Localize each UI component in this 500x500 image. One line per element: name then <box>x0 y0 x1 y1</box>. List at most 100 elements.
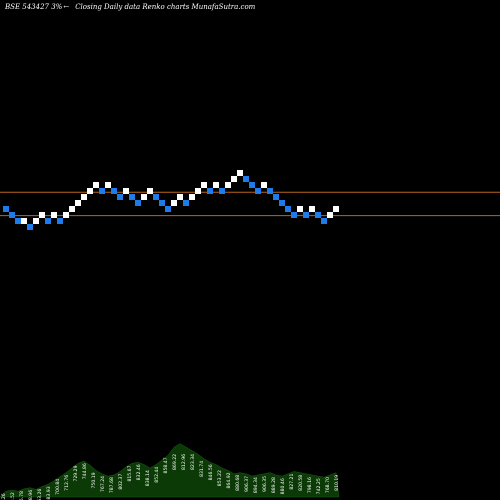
volume-label: 808.52 <box>10 492 16 500</box>
volume-label: 906.37 <box>244 476 250 492</box>
renko-brick <box>297 206 303 212</box>
volume-label: 791.26 <box>1 493 7 500</box>
volume-label: 798.16 <box>307 477 313 493</box>
arrow-icon: ← <box>63 3 69 11</box>
renko-brick <box>309 206 315 212</box>
renko-brick <box>225 182 231 188</box>
volume-label: 827.21 <box>289 474 295 490</box>
renko-brick <box>189 194 195 200</box>
renko-brick <box>57 218 63 224</box>
volume-label: 832.46 <box>136 464 142 480</box>
volume-label: 853.22 <box>217 470 223 486</box>
volume-label: 812.96 <box>181 454 187 470</box>
volume-label: 712.76 <box>64 475 70 491</box>
header-caption: Closing Daily data Renko charts MunafaSu… <box>75 3 255 11</box>
volume-label: 906.35 <box>262 476 268 492</box>
renko-brick <box>93 182 99 188</box>
volume-label: 869.22 <box>172 454 178 470</box>
volume-label: 880.46 <box>280 478 286 494</box>
volume-label: 846.56 <box>208 464 214 480</box>
volume-label: 729.29 <box>73 465 79 481</box>
volume-label: 767.24 <box>100 476 106 492</box>
volume-label: 802.37 <box>118 474 124 490</box>
renko-brick <box>129 194 135 200</box>
renko-brick <box>303 212 309 218</box>
renko-brick <box>201 182 207 188</box>
renko-brick <box>231 176 237 182</box>
volume-fill <box>0 443 340 498</box>
volume-area: 791.26808.52826.78648.96663.26683.93700.… <box>0 443 340 500</box>
volume-label: 768.70 <box>325 477 331 493</box>
renko-brick <box>327 212 333 218</box>
renko-brick <box>195 188 201 194</box>
volume-label: 683.93 <box>46 486 52 500</box>
renko-brick <box>255 188 261 194</box>
volume-label: 700.84 <box>55 479 61 495</box>
renko-bricks <box>3 170 339 230</box>
renko-brick <box>99 188 105 194</box>
renko-brick <box>273 194 279 200</box>
volume-label: 852.44 <box>154 467 160 483</box>
renko-brick <box>3 206 9 212</box>
volume-label: 744.86 <box>82 463 88 479</box>
volume-label: 864.92 <box>226 472 232 488</box>
renko-brick <box>87 188 93 194</box>
renko-brick <box>321 218 327 224</box>
renko-brick <box>117 194 123 200</box>
renko-brick <box>249 182 255 188</box>
renko-brick <box>333 206 339 212</box>
renko-brick <box>75 200 81 206</box>
volume-label: 742.25 <box>316 478 322 494</box>
volume-label: 826.78 <box>19 491 25 500</box>
volume-label: 787.68 <box>109 477 115 493</box>
renko-brick <box>27 224 33 230</box>
volume-label: 831.74 <box>199 461 205 477</box>
renko-brick <box>51 212 57 218</box>
renko-brick <box>21 218 27 224</box>
renko-brick <box>63 212 69 218</box>
volume-label: 750.19 <box>91 472 97 488</box>
renko-brick <box>135 200 141 206</box>
renko-brick <box>291 212 297 218</box>
renko-brick <box>111 188 117 194</box>
renko-brick <box>177 194 183 200</box>
renko-brick <box>39 212 45 218</box>
renko-brick <box>45 218 51 224</box>
renko-brick <box>315 212 321 218</box>
level-lines <box>0 191 500 217</box>
renko-brick <box>207 188 213 194</box>
renko-brick <box>171 200 177 206</box>
volume-label: 810.19 <box>334 475 340 491</box>
volume-label: 648.96 <box>28 490 34 500</box>
renko-brick <box>267 188 273 194</box>
renko-brick <box>33 218 39 224</box>
volume-label: 858.47 <box>163 457 169 473</box>
chart-header: BSE 543427 3%← Closing Daily data Renko c… <box>4 3 256 11</box>
renko-brick <box>213 182 219 188</box>
renko-brick <box>279 200 285 206</box>
renko-brick <box>165 206 171 212</box>
renko-brick <box>81 194 87 200</box>
volume-label: 663.26 <box>37 489 43 500</box>
volume-label: 880.68 <box>235 475 241 491</box>
volume-label: 894.34 <box>253 477 259 493</box>
renko-brick <box>243 176 249 182</box>
renko-brick <box>237 170 243 176</box>
renko-brick <box>105 182 111 188</box>
renko-brick <box>9 212 15 218</box>
volume-label: 838.14 <box>145 470 151 486</box>
renko-brick <box>285 206 291 212</box>
renko-brick <box>159 200 165 206</box>
symbol-label: BSE 543427 3% <box>4 3 63 11</box>
volume-label: 820.58 <box>298 475 304 491</box>
renko-brick <box>15 218 21 224</box>
renko-brick <box>153 194 159 200</box>
renko-brick <box>141 194 147 200</box>
volume-label: 815.67 <box>127 465 133 481</box>
renko-brick <box>69 206 75 212</box>
renko-brick <box>147 188 153 194</box>
renko-brick <box>219 188 225 194</box>
renko-brick <box>261 182 267 188</box>
volume-label: 823.34 <box>190 454 196 470</box>
